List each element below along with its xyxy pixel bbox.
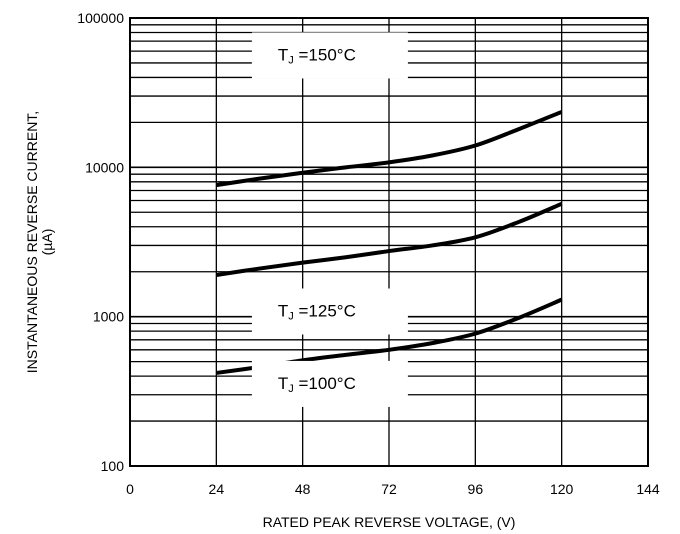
series-label-bg [251,360,408,407]
series-line-0 [216,110,563,188]
series-label-text: TJ =100°C [278,374,356,395]
series-line-1 [216,201,563,278]
y-tick-label: 1000 [93,309,124,325]
y-tick-label: 100000 [77,10,124,26]
series-label-0: TJ =150°C [251,32,408,79]
x-tick-label: 48 [295,481,311,497]
series-label-2: TJ =100°C [251,360,408,407]
x-tick-label: 72 [381,481,397,497]
series-labels: TJ =150°C TJ =125°C TJ =100°C [251,32,408,407]
series-label-bg [251,288,408,335]
y-tick-label: 10000 [85,159,124,175]
x-tick-labels: 0 24 48 72 96 120 144 [126,481,660,497]
y-axis-label-line1: INSTANTANEOUS REVERSE CURRENT, [24,111,40,373]
series-label-bg [251,32,408,79]
x-tick-label: 96 [468,481,484,497]
series-label-1: TJ =125°C [251,288,408,335]
y-axis-label: INSTANTANEOUS REVERSE CURRENT, (µA) [24,111,55,373]
x-tick-label: 24 [209,481,225,497]
x-tick-label: 0 [126,481,134,497]
y-axis-label-line2: (µA) [39,229,55,256]
series-label-text: TJ =125°C [278,301,356,322]
x-tick-label: 120 [550,481,574,497]
y-tick-labels: 100 1000 10000 100000 [77,10,124,474]
x-tick-label: 144 [636,481,660,497]
y-tick-label: 100 [101,458,125,474]
series-label-text: TJ =150°C [278,45,356,66]
x-axis-label: RATED PEAK REVERSE VOLTAGE, (V) [263,514,516,530]
plot-frame [129,17,649,467]
